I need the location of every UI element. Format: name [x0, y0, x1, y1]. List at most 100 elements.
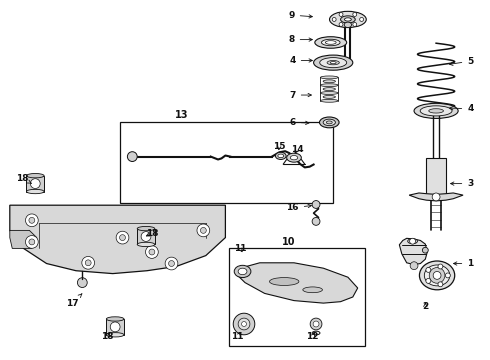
- Circle shape: [149, 249, 155, 255]
- Circle shape: [312, 217, 320, 225]
- Circle shape: [200, 228, 206, 233]
- Circle shape: [332, 18, 336, 21]
- Circle shape: [29, 239, 35, 245]
- Bar: [229, 248, 365, 346]
- Circle shape: [233, 313, 255, 335]
- Circle shape: [426, 267, 431, 273]
- Circle shape: [169, 261, 174, 266]
- Ellipse shape: [234, 265, 251, 278]
- Ellipse shape: [419, 261, 455, 290]
- Circle shape: [116, 231, 129, 244]
- Bar: [26, 176, 44, 192]
- Ellipse shape: [344, 22, 352, 28]
- Ellipse shape: [106, 333, 124, 337]
- Text: 17: 17: [66, 294, 82, 307]
- Ellipse shape: [408, 239, 417, 244]
- Circle shape: [339, 13, 343, 17]
- Circle shape: [146, 246, 158, 258]
- Circle shape: [110, 322, 120, 332]
- Circle shape: [432, 193, 440, 201]
- Ellipse shape: [323, 119, 336, 126]
- Ellipse shape: [420, 106, 452, 116]
- Bar: [137, 229, 155, 244]
- Circle shape: [165, 257, 178, 270]
- Text: 10: 10: [282, 237, 296, 247]
- Circle shape: [313, 321, 319, 327]
- Circle shape: [353, 13, 357, 17]
- Ellipse shape: [327, 60, 340, 65]
- Ellipse shape: [414, 103, 458, 118]
- Ellipse shape: [137, 242, 155, 247]
- Ellipse shape: [315, 37, 347, 48]
- Ellipse shape: [422, 247, 428, 253]
- Bar: [106, 319, 124, 335]
- Ellipse shape: [303, 287, 322, 293]
- Ellipse shape: [270, 278, 299, 285]
- Circle shape: [410, 238, 416, 244]
- Circle shape: [120, 235, 125, 240]
- Circle shape: [429, 267, 445, 283]
- Text: 6: 6: [290, 118, 309, 127]
- Circle shape: [25, 214, 38, 227]
- Text: 15: 15: [273, 141, 286, 150]
- Text: 3: 3: [451, 179, 473, 188]
- Ellipse shape: [26, 189, 44, 194]
- Text: 18: 18: [16, 174, 31, 183]
- Text: 7: 7: [289, 91, 311, 100]
- Circle shape: [360, 18, 364, 21]
- Circle shape: [445, 273, 450, 278]
- Ellipse shape: [287, 153, 301, 162]
- Circle shape: [82, 256, 95, 269]
- Polygon shape: [238, 263, 358, 303]
- Text: 2: 2: [422, 302, 428, 311]
- Ellipse shape: [137, 226, 155, 231]
- Polygon shape: [426, 158, 446, 196]
- Text: 8: 8: [289, 35, 312, 44]
- Ellipse shape: [341, 16, 355, 23]
- Text: 14: 14: [291, 145, 304, 154]
- Circle shape: [77, 278, 87, 288]
- Ellipse shape: [326, 121, 332, 124]
- Text: 18: 18: [146, 229, 158, 238]
- Circle shape: [127, 152, 137, 162]
- Circle shape: [433, 271, 441, 279]
- Circle shape: [85, 260, 91, 266]
- Circle shape: [438, 264, 443, 269]
- Ellipse shape: [424, 265, 450, 286]
- Ellipse shape: [323, 95, 336, 98]
- Ellipse shape: [26, 174, 44, 178]
- Ellipse shape: [278, 154, 284, 158]
- Ellipse shape: [319, 117, 339, 128]
- Polygon shape: [10, 230, 37, 248]
- Circle shape: [353, 22, 357, 26]
- Text: 4: 4: [450, 104, 474, 113]
- Text: 1: 1: [454, 259, 473, 268]
- Ellipse shape: [330, 62, 336, 64]
- Circle shape: [141, 231, 151, 242]
- Ellipse shape: [106, 317, 124, 321]
- Ellipse shape: [329, 11, 367, 28]
- Circle shape: [25, 235, 38, 248]
- Circle shape: [30, 179, 40, 189]
- Text: 12: 12: [306, 332, 319, 341]
- Ellipse shape: [344, 18, 351, 21]
- Circle shape: [310, 318, 322, 330]
- Ellipse shape: [325, 41, 336, 44]
- Ellipse shape: [320, 91, 338, 94]
- Polygon shape: [10, 205, 225, 274]
- Ellipse shape: [429, 109, 443, 113]
- Ellipse shape: [321, 39, 340, 46]
- Text: 16: 16: [286, 203, 311, 212]
- Circle shape: [29, 217, 35, 223]
- Text: 5: 5: [449, 57, 473, 66]
- Ellipse shape: [320, 84, 338, 87]
- Circle shape: [410, 262, 418, 270]
- Circle shape: [339, 22, 343, 26]
- Bar: [120, 122, 333, 203]
- Polygon shape: [399, 238, 427, 265]
- Text: 11: 11: [231, 332, 244, 341]
- Circle shape: [197, 224, 210, 237]
- Text: 9: 9: [288, 10, 312, 19]
- Ellipse shape: [238, 268, 247, 275]
- Ellipse shape: [320, 76, 338, 79]
